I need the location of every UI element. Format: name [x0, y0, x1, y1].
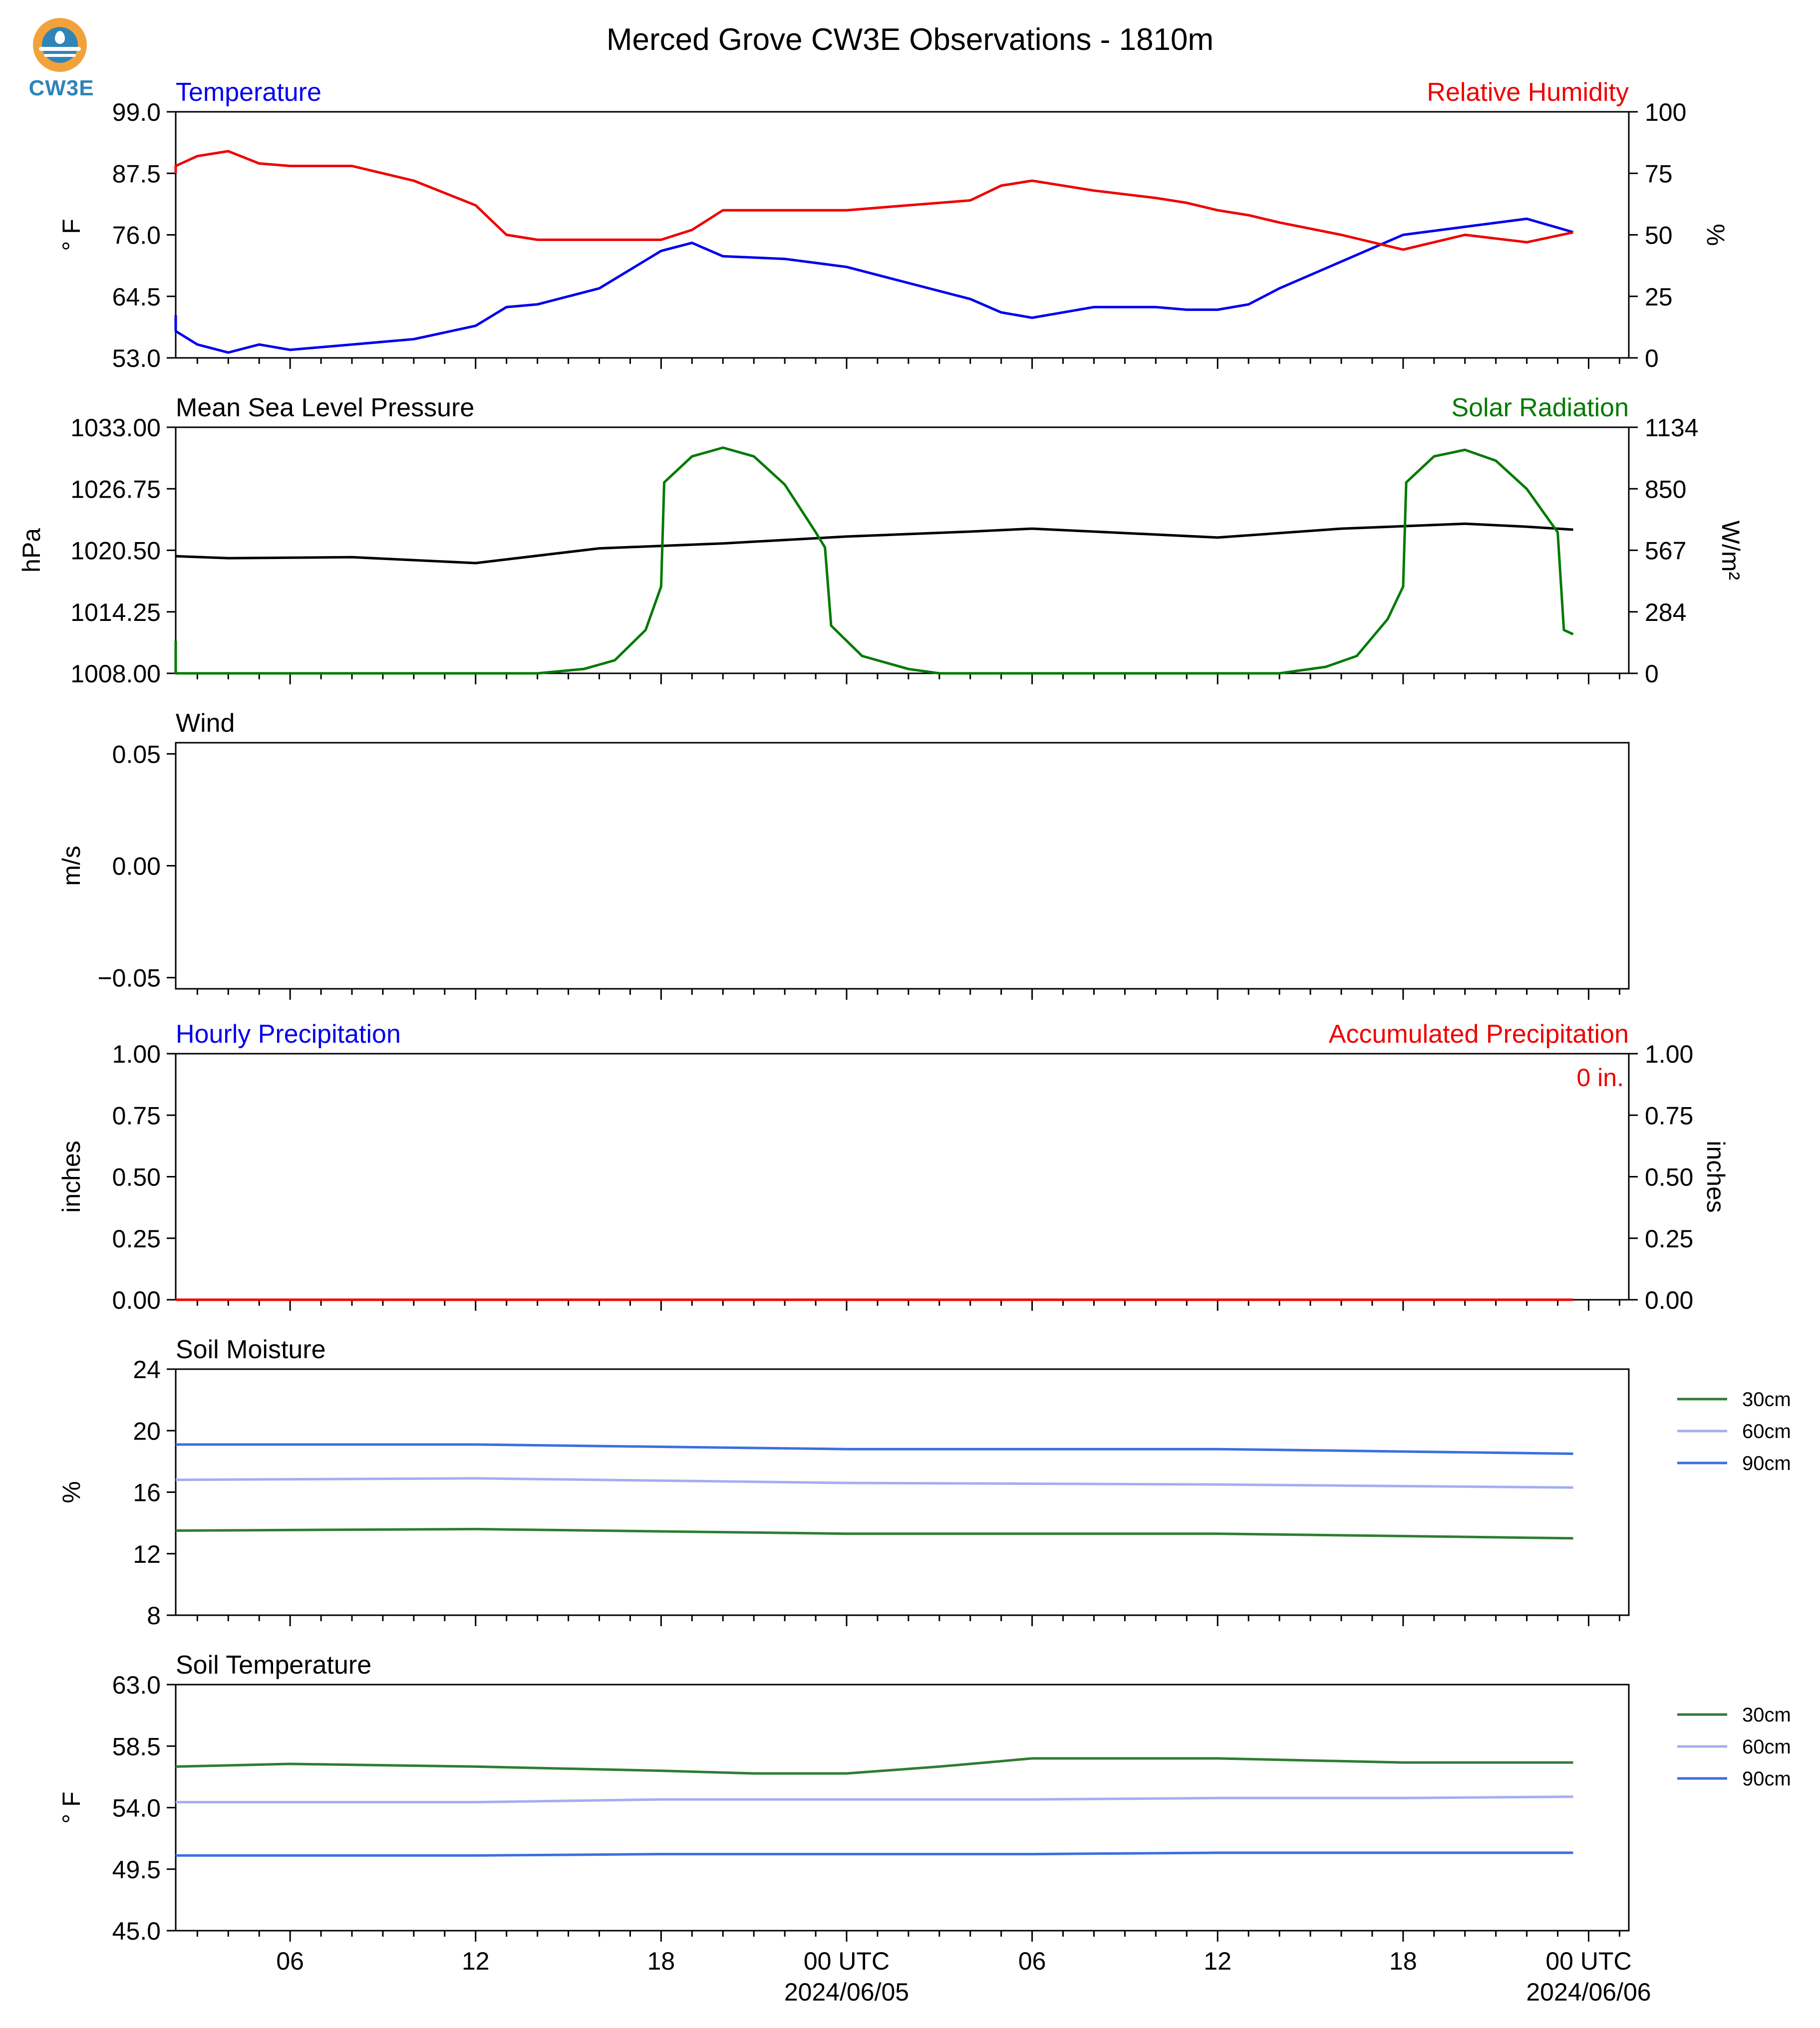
- temp_rh-title-left: Temperature: [176, 78, 321, 107]
- xtick-label: 12: [462, 1947, 490, 1975]
- temp_rh-series-temperature: [174, 217, 1574, 354]
- pressure_solar-ylabel-right: W/m²: [1717, 521, 1745, 580]
- soil_moisture-frame: [175, 1368, 1630, 1616]
- pressure_solar-ytick-right-label: 0: [1645, 660, 1659, 688]
- soil_temp-ytick-label: 45.0: [112, 1917, 161, 1945]
- soil_moisture-ytick-label: 20: [133, 1417, 161, 1445]
- soil_temp-series-60cm: [176, 1795, 1573, 1803]
- soil_temp-ytick-label: 58.5: [112, 1733, 161, 1760]
- soil_temp-legend-label: 30cm: [1742, 1704, 1791, 1726]
- soil_moisture-ytick-label: 12: [133, 1540, 161, 1568]
- temp_rh-ytick-label: 99.0: [112, 98, 161, 126]
- wind-ytick-label: −0.05: [97, 964, 161, 992]
- xdate-label: 2024/06/05: [784, 1978, 909, 2006]
- soil_temp-ytick-label: 54.0: [112, 1794, 161, 1822]
- soil_moisture-title-left: Soil Moisture: [176, 1335, 326, 1364]
- temp_rh-ytick-label: 64.5: [112, 283, 161, 311]
- precip-ytick-right-label: 0.00: [1645, 1286, 1693, 1314]
- temp_rh-ytick-label: 53.0: [112, 344, 161, 372]
- temp_rh-ytick-label: 76.0: [112, 222, 161, 250]
- temp_rh-ytick-label: 87.5: [112, 160, 161, 188]
- pressure_solar-ytick-label: 1033.00: [70, 414, 161, 442]
- pressure_solar-ylabel: hPa: [17, 528, 45, 573]
- soil_temp-series-30cm: [175, 1757, 1573, 1775]
- pressure_solar-ytick-label: 1014.25: [70, 598, 161, 626]
- soil_temp-title-left: Soil Temperature: [176, 1651, 371, 1680]
- pressure_solar-ytick-right-label: 284: [1645, 598, 1686, 626]
- xtick-label: 18: [1389, 1947, 1417, 1975]
- pressure_solar-ytick-label: 1026.75: [70, 475, 161, 503]
- temp_rh-ylabel: ° F: [57, 219, 85, 251]
- pressure_solar-ytick-right-label: 567: [1645, 537, 1686, 565]
- soil_temp-ytick-label: 63.0: [112, 1671, 161, 1699]
- soil_temp-legend-label: 60cm: [1742, 1736, 1791, 1758]
- temp_rh-ytick-right-label: 50: [1645, 222, 1673, 250]
- xtick-label: 06: [1018, 1947, 1046, 1975]
- water-drop-icon: [55, 31, 65, 44]
- soil_temp-ytick-label: 49.5: [112, 1856, 161, 1884]
- pressure_solar-ytick-right-label: 850: [1645, 475, 1686, 503]
- pressure_solar-title-right: Solar Radiation: [1451, 393, 1629, 422]
- precip-title-right: Accumulated Precipitation: [1329, 1020, 1629, 1049]
- pressure_solar-series-mean-sea-level-pressure: [175, 522, 1573, 565]
- soil_temp-legend-label: 90cm: [1742, 1768, 1791, 1790]
- pressure_solar-title-left: Mean Sea Level Pressure: [176, 393, 474, 422]
- xtick-label: 00 UTC: [1545, 1947, 1631, 1975]
- precip-ytick-label: 0.00: [112, 1286, 161, 1314]
- precip-ytick-label: 1.00: [112, 1040, 161, 1068]
- soil_moisture-legend-label: 90cm: [1742, 1452, 1791, 1474]
- soil_moisture-series-60cm: [175, 1477, 1573, 1489]
- pressure_solar-frame: [175, 426, 1630, 674]
- soil_moisture-series-90cm: [176, 1443, 1573, 1455]
- pressure_solar-ytick-label: 1020.50: [70, 537, 161, 565]
- pressure_solar-ytick-right-label: 1134: [1645, 414, 1699, 442]
- soil_moisture-ytick-label: 16: [133, 1479, 161, 1507]
- temp_rh-ylabel-right: %: [1702, 224, 1730, 246]
- soil_moisture-ylabel: %: [57, 1481, 85, 1503]
- precip-ylabel: inches: [57, 1141, 85, 1213]
- wind-title-left: Wind: [176, 709, 235, 738]
- xtick-label: 06: [276, 1947, 304, 1975]
- soil_moisture-ytick-label: 8: [147, 1602, 161, 1630]
- temp_rh-ytick-right-label: 0: [1645, 344, 1659, 372]
- precip-annotation: 0 in.: [1576, 1064, 1624, 1092]
- temp_rh-series-relative-humidity: [174, 150, 1574, 251]
- precip-ylabel-right: inches: [1702, 1141, 1730, 1213]
- soil_temp-frame: [175, 1684, 1630, 1932]
- cw3e-logo: CW3E: [24, 18, 99, 103]
- pressure_solar-series-solar-radiation: [174, 446, 1574, 675]
- precip-title-left: Hourly Precipitation: [176, 1020, 401, 1049]
- precip-ytick-right-label: 1.00: [1645, 1040, 1693, 1068]
- precip-ytick-label: 0.75: [112, 1102, 161, 1130]
- logo-text: CW3E: [28, 76, 94, 100]
- temp_rh-ytick-right-label: 75: [1645, 160, 1673, 188]
- pressure_solar-ytick-label: 1008.00: [70, 660, 161, 688]
- soil_temp-ylabel: ° F: [57, 1791, 85, 1823]
- wind-ytick-label: 0.05: [112, 740, 161, 768]
- xtick-label: 00 UTC: [804, 1947, 890, 1975]
- temp_rh-ytick-right-label: 25: [1645, 283, 1673, 311]
- soil_moisture-legend-label: 30cm: [1742, 1389, 1791, 1411]
- wind-frame: [175, 742, 1630, 990]
- temp_rh-ytick-right-label: 100: [1645, 98, 1686, 126]
- precip-ytick-label: 0.25: [112, 1225, 161, 1253]
- soil_moisture-legend-label: 60cm: [1742, 1421, 1791, 1443]
- temp_rh-title-right: Relative Humidity: [1427, 78, 1629, 107]
- soil_moisture-ytick-label: 24: [133, 1356, 161, 1384]
- precip-ytick-right-label: 0.50: [1645, 1163, 1693, 1191]
- precip-ytick-right-label: 0.75: [1645, 1102, 1693, 1130]
- precip-ytick-label: 0.50: [112, 1163, 161, 1191]
- soil_temp-series-90cm: [176, 1851, 1573, 1857]
- xdate-label: 2024/06/06: [1526, 1978, 1651, 2006]
- wind-ytick-label: 0.00: [112, 853, 161, 880]
- precip-frame: [175, 1053, 1630, 1301]
- xtick-label: 12: [1204, 1947, 1231, 1975]
- figure-title: Merced Grove CW3E Observations - 1810m: [607, 22, 1213, 57]
- wind-ylabel: m/s: [57, 846, 85, 886]
- precip-ytick-right-label: 0.25: [1645, 1225, 1693, 1253]
- xtick-label: 18: [647, 1947, 675, 1975]
- soil_moisture-series-30cm: [175, 1527, 1573, 1540]
